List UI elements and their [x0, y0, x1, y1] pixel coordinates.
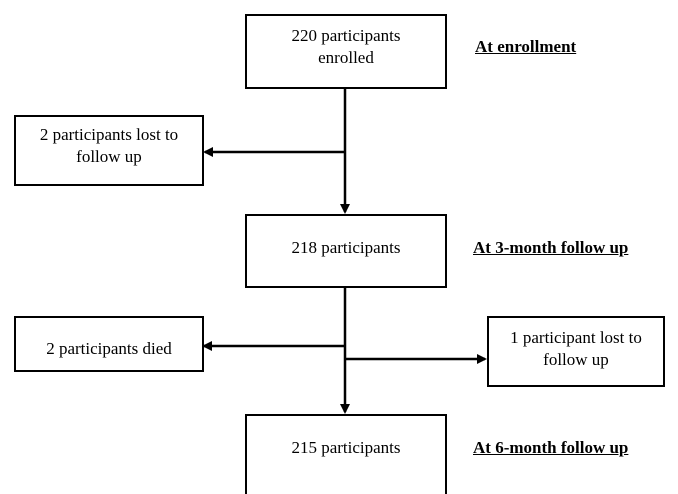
box-3-month: 218 participants [245, 214, 447, 288]
flow-connectors [202, 89, 487, 414]
stage-label-6-month: At 6-month follow up [473, 438, 629, 457]
box-died-text: 2 participants died [46, 339, 172, 358]
box-lost-first: 2 participants lost to follow up [14, 115, 204, 186]
box-lost-second-text: 1 participant lost to follow up [510, 328, 642, 369]
box-died: 2 participants died [14, 316, 204, 372]
stage-label-enrollment: At enrollment [475, 37, 577, 56]
box-3-month-text: 218 participants [291, 238, 401, 257]
box-6-month-text: 215 participants [291, 438, 401, 457]
stage-label-3-month: At 3-month follow up [473, 238, 629, 257]
box-lost-first-text: 2 participants lost to follow up [39, 125, 179, 166]
box-lost-second: 1 participant lost to follow up [487, 316, 665, 387]
box-6-month: 215 participants [245, 414, 447, 494]
box-enrolled: 220 participants enrolled [245, 14, 447, 89]
box-enrolled-text: 220 participants enrolled [291, 26, 401, 67]
